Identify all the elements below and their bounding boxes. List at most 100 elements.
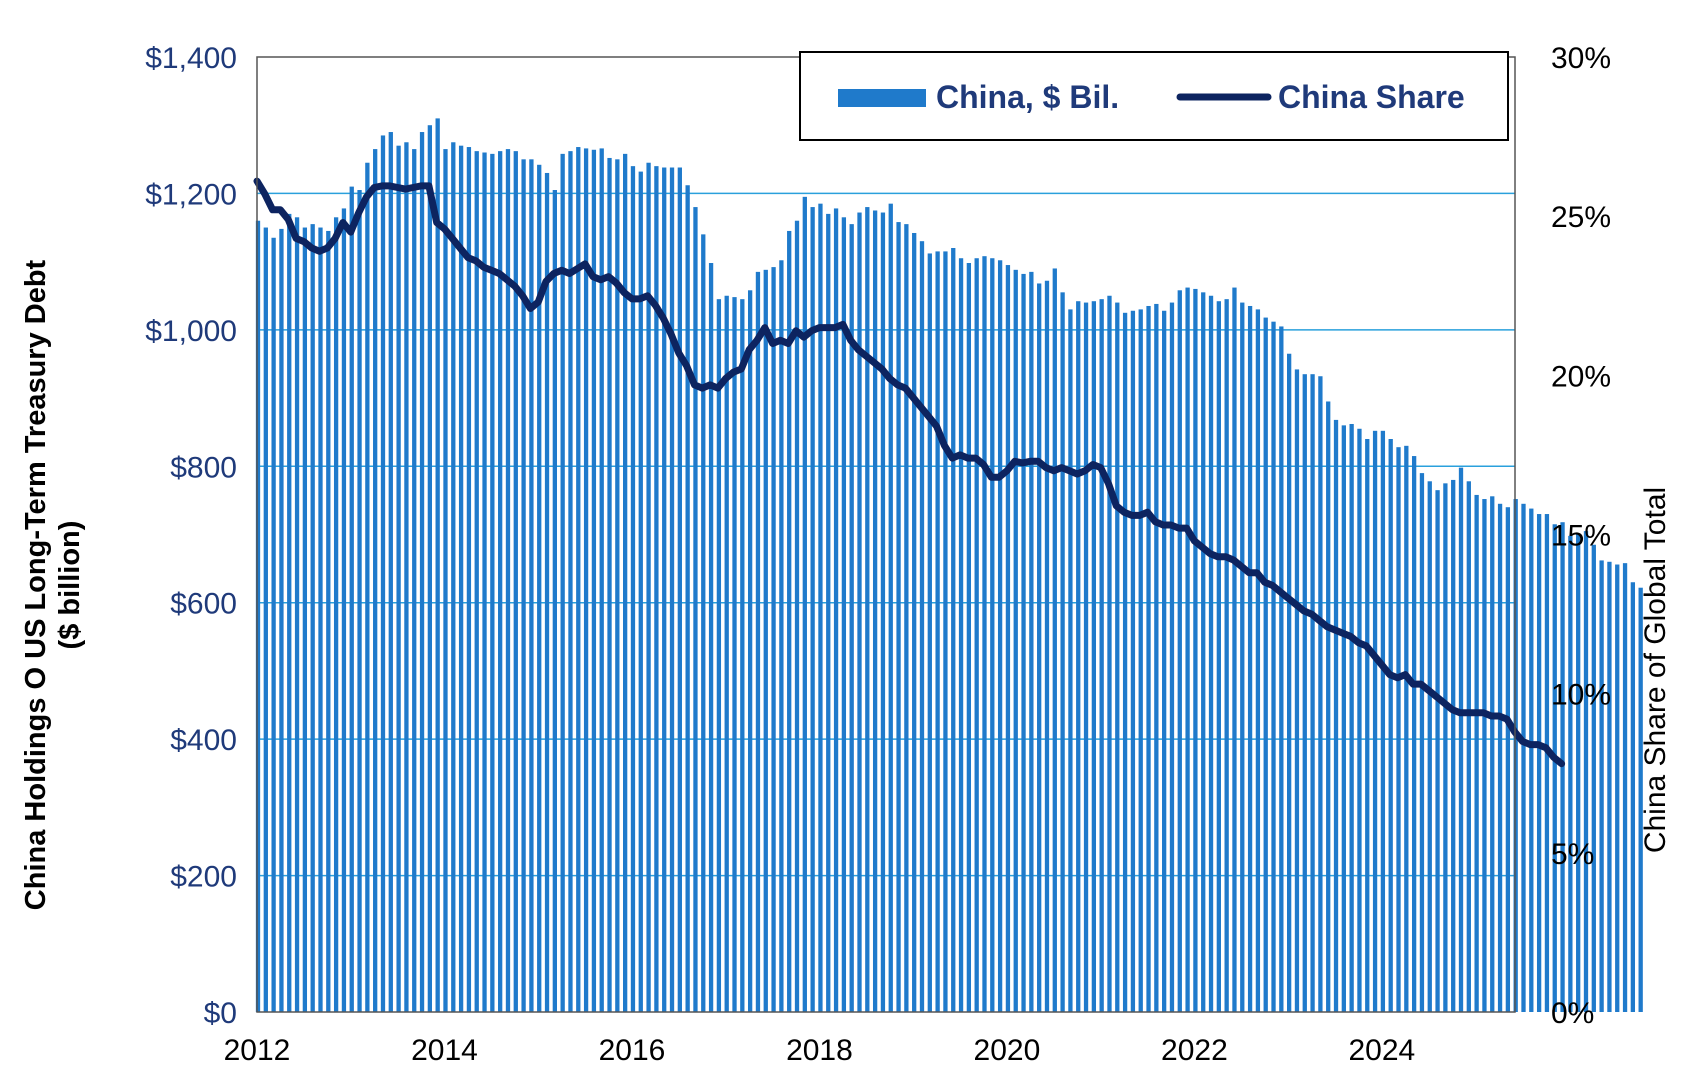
bar [1013,269,1018,1012]
bar [482,152,487,1012]
bar [935,251,940,1013]
bar [294,217,300,1012]
bar [951,248,956,1012]
bar [1333,419,1339,1012]
bar [1076,301,1081,1012]
legend: China, $ Bil. China Share [799,51,1509,141]
bar [1607,561,1612,1012]
bar [279,228,284,1012]
bar [1576,534,1581,1012]
bar [560,153,565,1013]
bar [529,159,534,1013]
bar [1091,301,1097,1012]
x-tick-label: 2014 [411,1034,478,1067]
line-series-china-share [253,177,1566,768]
bar [1427,481,1432,1012]
bar [1255,309,1261,1013]
bar [724,295,729,1012]
bar [443,149,448,1012]
x-axis-ticks: 2012 2014 2016 2018 2020 2022 2024 [224,1034,1416,1067]
bar [771,267,776,1013]
right-tick-label: 20% [1551,360,1611,393]
bar [888,203,893,1013]
bar [1372,430,1378,1012]
bar [333,217,339,1012]
bar [669,167,675,1012]
bar [607,157,612,1012]
bar [599,148,604,1012]
bar [779,260,784,1012]
bar [1505,507,1511,1012]
bar [419,132,425,1013]
bar [1083,302,1089,1013]
legend-label-china-bil: China, $ Bil. [936,79,1119,115]
bar [255,220,261,1012]
bar [1630,582,1636,1012]
bar [365,162,370,1012]
bar [1240,302,1245,1013]
bar [654,166,659,1013]
bar [1451,479,1456,1012]
bar [982,256,987,1013]
bar [896,222,901,1013]
bar [740,299,745,1012]
bar [747,290,753,1012]
bar [1497,503,1503,1012]
bar [1169,302,1175,1013]
bar [662,167,667,1012]
bar [1060,292,1065,1012]
bar [1154,303,1159,1013]
bar [1388,439,1393,1012]
bar [1294,369,1300,1013]
bar [880,212,886,1012]
bar [1622,563,1628,1012]
bar [802,196,807,1012]
bar [646,162,651,1012]
x-tick-label: 2012 [224,1034,291,1067]
bar [466,147,472,1013]
bar [904,224,909,1012]
bar [1146,305,1151,1012]
bar [755,271,761,1012]
bar [974,258,979,1012]
bar [505,149,511,1012]
bar [373,149,378,1012]
bar [833,208,839,1012]
bar [1435,490,1440,1012]
left-tick-label: $800 [170,451,237,484]
bar [1529,508,1534,1012]
left-tick-label: $1,200 [145,178,237,211]
bar [841,217,847,1012]
bar [623,153,628,1013]
bar [927,253,932,1012]
bar [1591,544,1596,1012]
bar [716,299,722,1012]
bar [271,237,276,1013]
left-tick-label: $0 [204,997,237,1030]
bar [396,145,401,1012]
bar [490,153,495,1013]
legend-label-china-share: China Share [1278,79,1465,115]
bar [1380,430,1386,1012]
bar [1318,376,1323,1012]
bar [1201,292,1206,1012]
bar [919,241,925,1012]
bar [1099,299,1104,1012]
right-tick-label: 10% [1551,679,1611,712]
bar [1544,514,1550,1012]
x-tick-label: 2024 [1349,1034,1416,1067]
bar [1247,305,1253,1012]
bar [1365,439,1370,1012]
bar [349,186,354,1012]
bar [427,125,433,1012]
bar [341,208,347,1012]
bar [818,203,823,1013]
left-tick-label: $1,400 [145,42,237,75]
bar [1107,295,1112,1012]
bar [1005,265,1011,1012]
bar [1271,321,1276,1013]
bar [451,142,456,1013]
bar [1411,456,1417,1012]
bar [318,227,323,1013]
